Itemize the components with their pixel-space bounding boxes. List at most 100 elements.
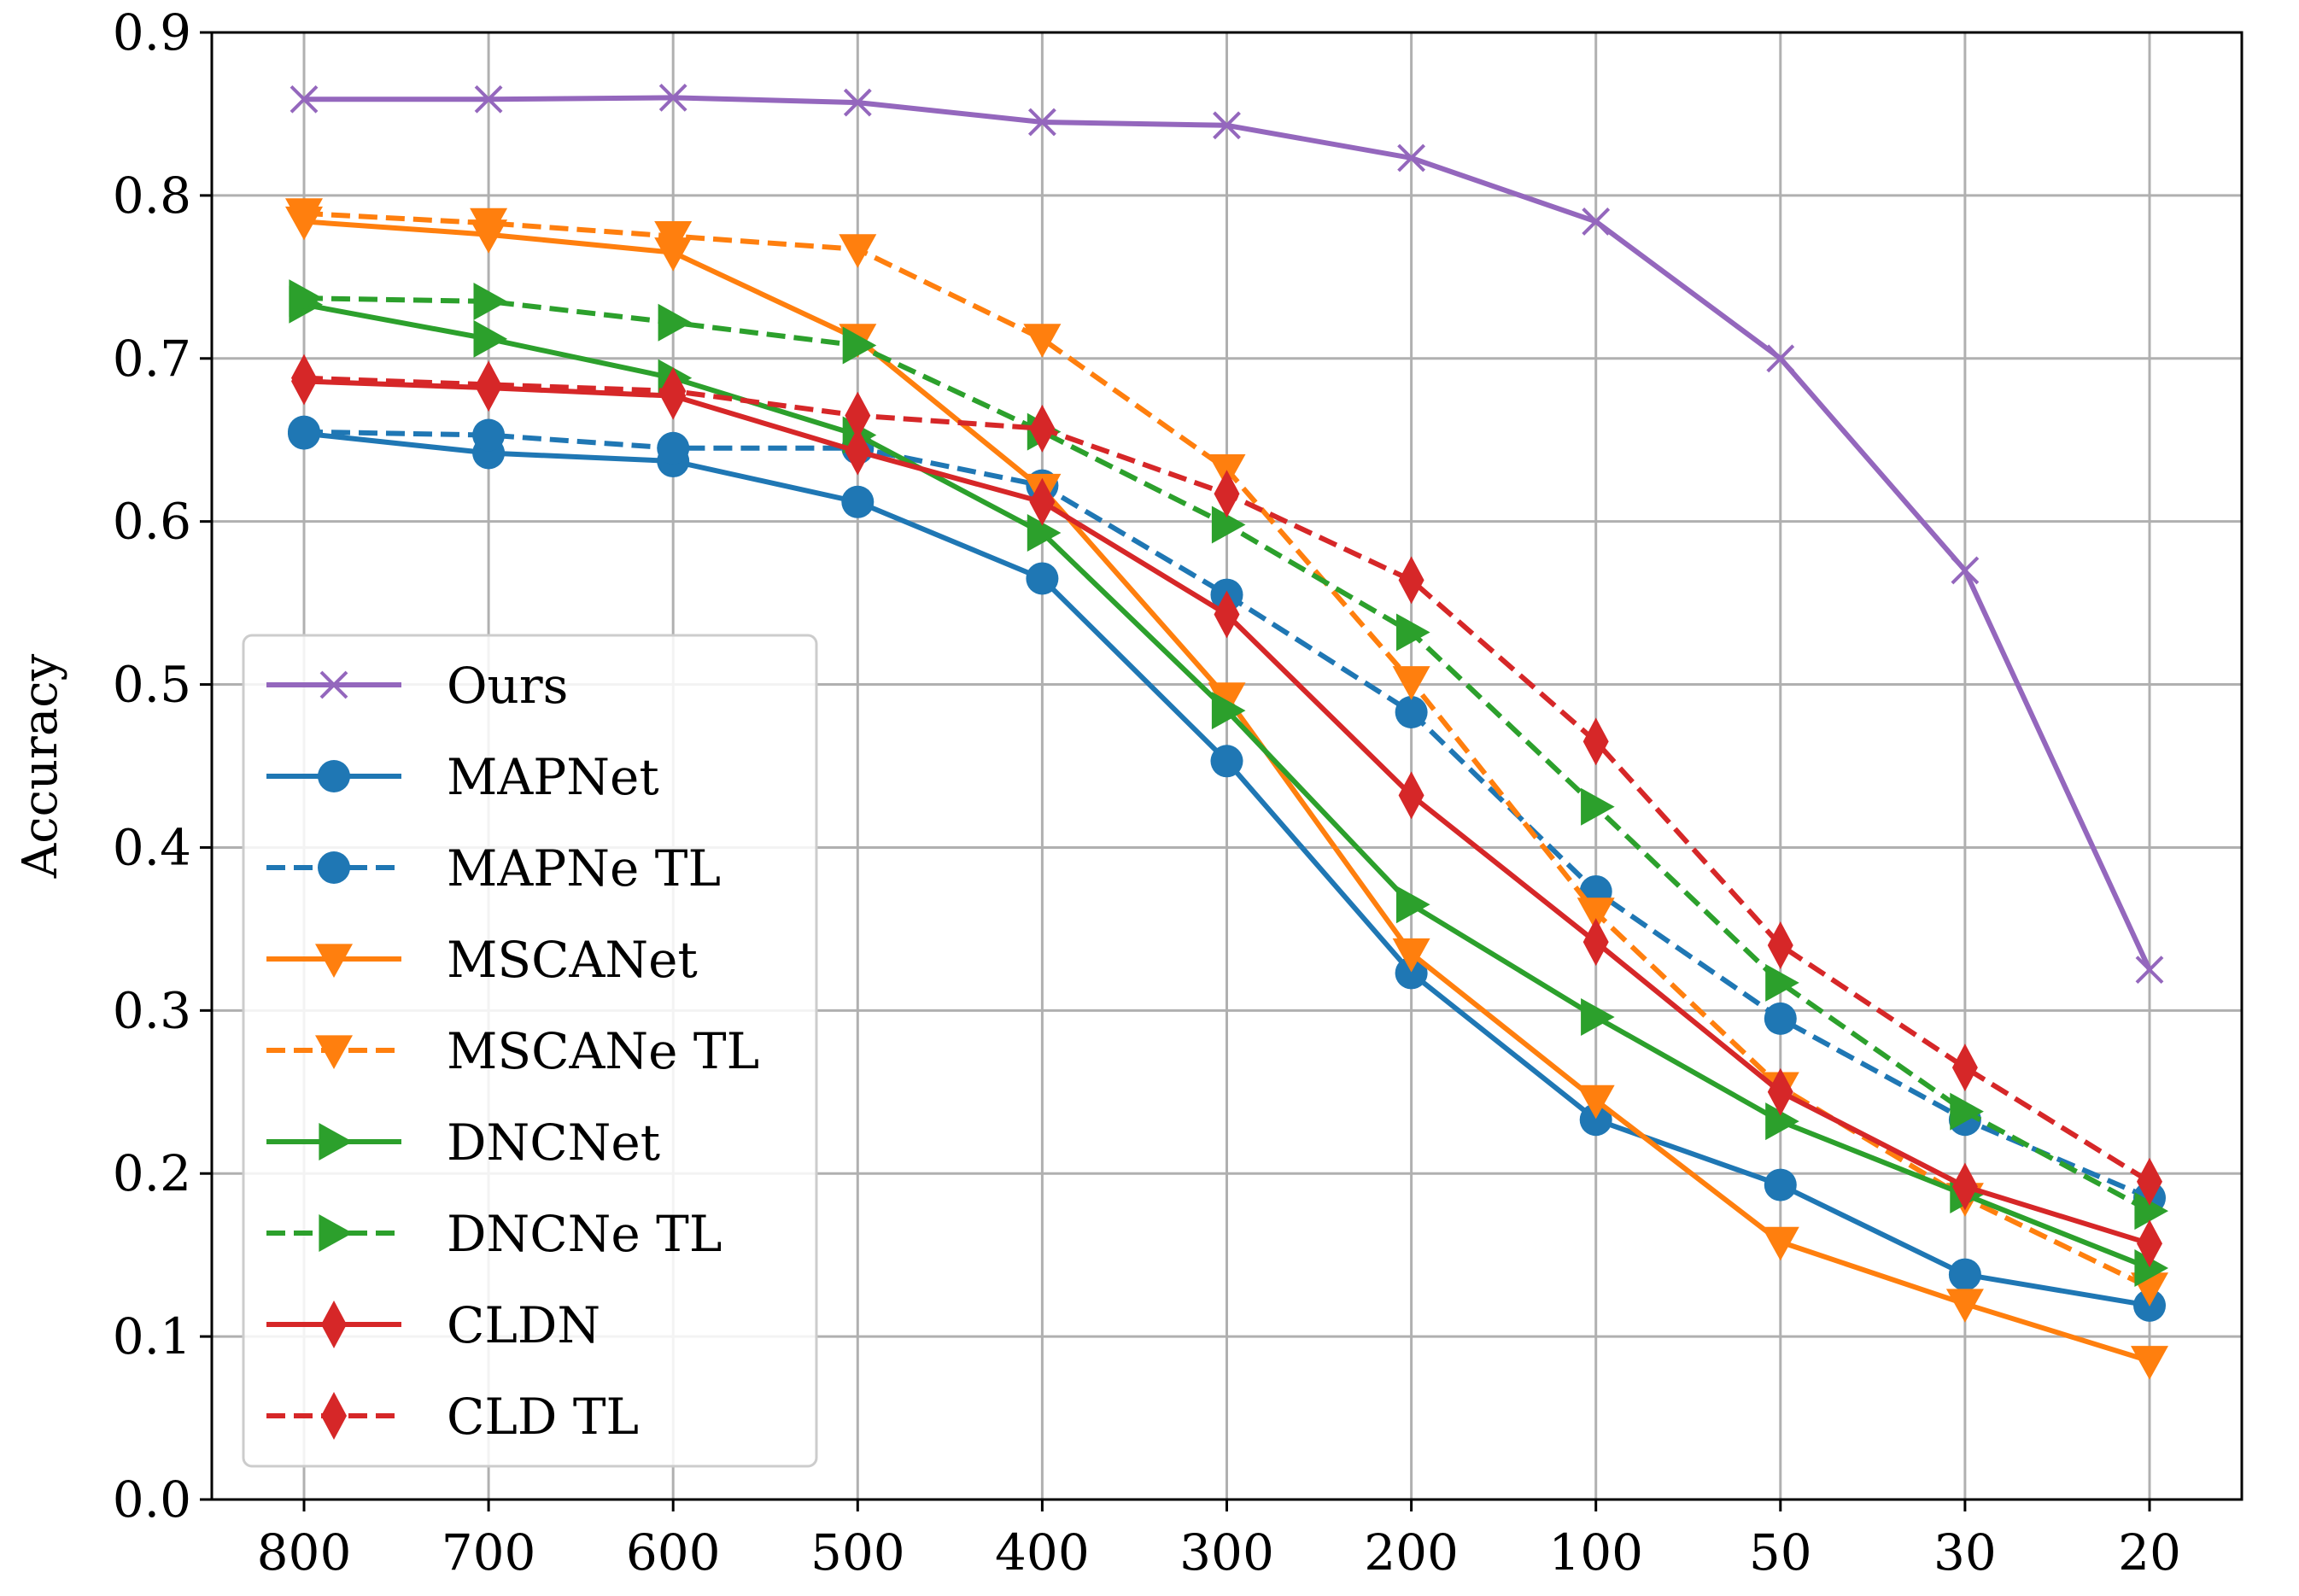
data-point-mapne-tl bbox=[1395, 696, 1428, 729]
data-point-dncne-tl bbox=[1211, 506, 1246, 544]
data-point-cldn bbox=[845, 427, 871, 476]
data-point-mapne-tl bbox=[657, 431, 690, 465]
legend-entry-mscane-tl: MSCANe TL bbox=[266, 1022, 759, 1080]
y-tick-label: 0.3 bbox=[113, 981, 191, 1039]
legend-marker bbox=[315, 1035, 353, 1069]
data-point-mscanet bbox=[1577, 1084, 1615, 1120]
data-point-mscanet bbox=[1208, 682, 1246, 716]
legend-marker bbox=[315, 944, 353, 978]
data-point-ours bbox=[1027, 108, 1056, 137]
data-point-cld-tl bbox=[660, 366, 687, 415]
x-tick-label: 600 bbox=[626, 1523, 721, 1581]
data-point-mapnet bbox=[1948, 1258, 1981, 1291]
y-axis-label: Accuracy bbox=[13, 653, 68, 879]
data-point-cld-tl bbox=[845, 391, 871, 440]
legend-label: CLDN bbox=[447, 1296, 600, 1354]
data-point-ours bbox=[843, 88, 872, 117]
data-point-mapne-tl bbox=[288, 415, 320, 448]
data-point-cld-tl bbox=[1029, 404, 1056, 453]
axis-ticks: 800 700 600 500 400 300 200 100 50 30 20 0.0 0.1 0.2 0… bbox=[113, 3, 2181, 1581]
data-point-mapnet bbox=[1210, 745, 1243, 778]
data-point-cldn bbox=[1029, 477, 1056, 526]
data-point-mapnet bbox=[1395, 956, 1428, 990]
data-point-mapne-tl bbox=[472, 418, 506, 452]
data-point-cld-tl bbox=[1398, 556, 1424, 605]
data-point-ours bbox=[1397, 143, 1426, 172]
data-point-cldn bbox=[1398, 771, 1424, 820]
data-point-ours bbox=[658, 83, 687, 112]
y-tick-label: 0.8 bbox=[113, 167, 191, 225]
y-tick-label: 0.1 bbox=[113, 1307, 191, 1365]
x-tick-label: 500 bbox=[810, 1523, 905, 1581]
x-tick-label: 300 bbox=[1179, 1523, 1274, 1581]
legend-label: CLD TL bbox=[447, 1388, 639, 1446]
data-point-dncne-tl bbox=[842, 326, 877, 365]
legend-entry-cldn: CLDN bbox=[266, 1296, 600, 1354]
legend-entry-mscanet: MSCANet bbox=[266, 931, 698, 989]
data-point-cld-tl bbox=[476, 360, 502, 409]
x-tick-label: 50 bbox=[1749, 1523, 1812, 1581]
series-ours bbox=[290, 83, 2164, 985]
data-point-cld-tl bbox=[1767, 921, 1793, 969]
data-point-dncnet bbox=[1765, 1102, 1799, 1141]
data-point-mscane-tl bbox=[1577, 897, 1615, 932]
legend-entry-dncnet: DNCNet bbox=[266, 1114, 660, 1172]
data-point-dncnet bbox=[1211, 692, 1246, 730]
data-point-cldn bbox=[1767, 1067, 1793, 1116]
data-point-mapnet bbox=[841, 485, 875, 518]
data-point-cld-tl bbox=[1214, 470, 1240, 518]
legend-entry-mapne-tl: MAPNe TL bbox=[266, 839, 721, 897]
data-point-cldn bbox=[1582, 918, 1609, 967]
data-point-dncne-tl bbox=[1765, 963, 1799, 1002]
series-cld-tl bbox=[291, 354, 2162, 1206]
legend-entry-cld-tl: CLD TL bbox=[266, 1388, 639, 1446]
data-point-mscane-tl bbox=[654, 221, 693, 255]
y-tick-label: 0.2 bbox=[113, 1144, 191, 1202]
x-tick-label: 20 bbox=[2118, 1523, 2181, 1581]
data-point-dncnet bbox=[1581, 997, 1615, 1036]
x-tick-label: 30 bbox=[1933, 1523, 1997, 1581]
data-point-cldn bbox=[2137, 1219, 2162, 1268]
legend-label: DNCNe TL bbox=[447, 1205, 722, 1263]
y-tick-label: 0.7 bbox=[113, 330, 191, 388]
legend-label: MSCANe TL bbox=[447, 1022, 759, 1080]
x-tick-label: 400 bbox=[995, 1523, 1090, 1581]
plot-series bbox=[285, 83, 2168, 1380]
data-point-mscane-tl bbox=[1392, 666, 1430, 700]
legend-marker bbox=[321, 1301, 347, 1348]
y-tick-label: 0.4 bbox=[113, 818, 191, 876]
y-tick-label: 0.6 bbox=[113, 493, 191, 551]
data-point-ours bbox=[2135, 956, 2164, 985]
data-point-cldn bbox=[1214, 590, 1240, 639]
data-point-cld-tl bbox=[1582, 717, 1609, 766]
data-point-mapnet bbox=[1764, 1168, 1797, 1201]
legend-marker bbox=[319, 670, 348, 699]
data-point-dncnet bbox=[1027, 514, 1062, 552]
data-point-dncne-tl bbox=[2134, 1192, 2168, 1231]
x-tick-label: 800 bbox=[257, 1523, 352, 1581]
data-point-cld-tl bbox=[2137, 1157, 2162, 1206]
x-tick-label: 200 bbox=[1364, 1523, 1459, 1581]
data-point-dncne-tl bbox=[473, 282, 508, 320]
legend-label: MSCANet bbox=[447, 931, 698, 989]
data-point-mapnet bbox=[1026, 562, 1059, 595]
data-point-mscane-tl bbox=[470, 208, 508, 243]
data-point-ours bbox=[1213, 111, 1241, 140]
series-dncne-tl bbox=[289, 279, 2168, 1231]
legend: Ours MAPNet MAPNe TL MSCANet MSCANe TL DNCNet… bbox=[242, 634, 818, 1468]
legend-marker bbox=[319, 1214, 353, 1252]
legend-entry-dncne-tl: DNCNe TL bbox=[266, 1205, 722, 1263]
data-point-dncne-tl bbox=[1396, 613, 1430, 652]
legend-marker bbox=[321, 1392, 347, 1440]
data-point-dncnet bbox=[473, 319, 508, 358]
data-point-cld-tl bbox=[1951, 1044, 1978, 1092]
legend-entry-ours: Ours bbox=[266, 657, 568, 715]
data-point-mscane-tl bbox=[285, 198, 323, 232]
x-tick-label: 700 bbox=[442, 1523, 536, 1581]
data-point-cld-tl bbox=[291, 354, 317, 402]
data-point-mscane-tl bbox=[839, 234, 877, 268]
legend-box bbox=[242, 634, 818, 1468]
legend-label: DNCNet bbox=[447, 1114, 660, 1172]
data-point-dncnet bbox=[1396, 886, 1430, 924]
legend-marker bbox=[319, 1123, 353, 1160]
